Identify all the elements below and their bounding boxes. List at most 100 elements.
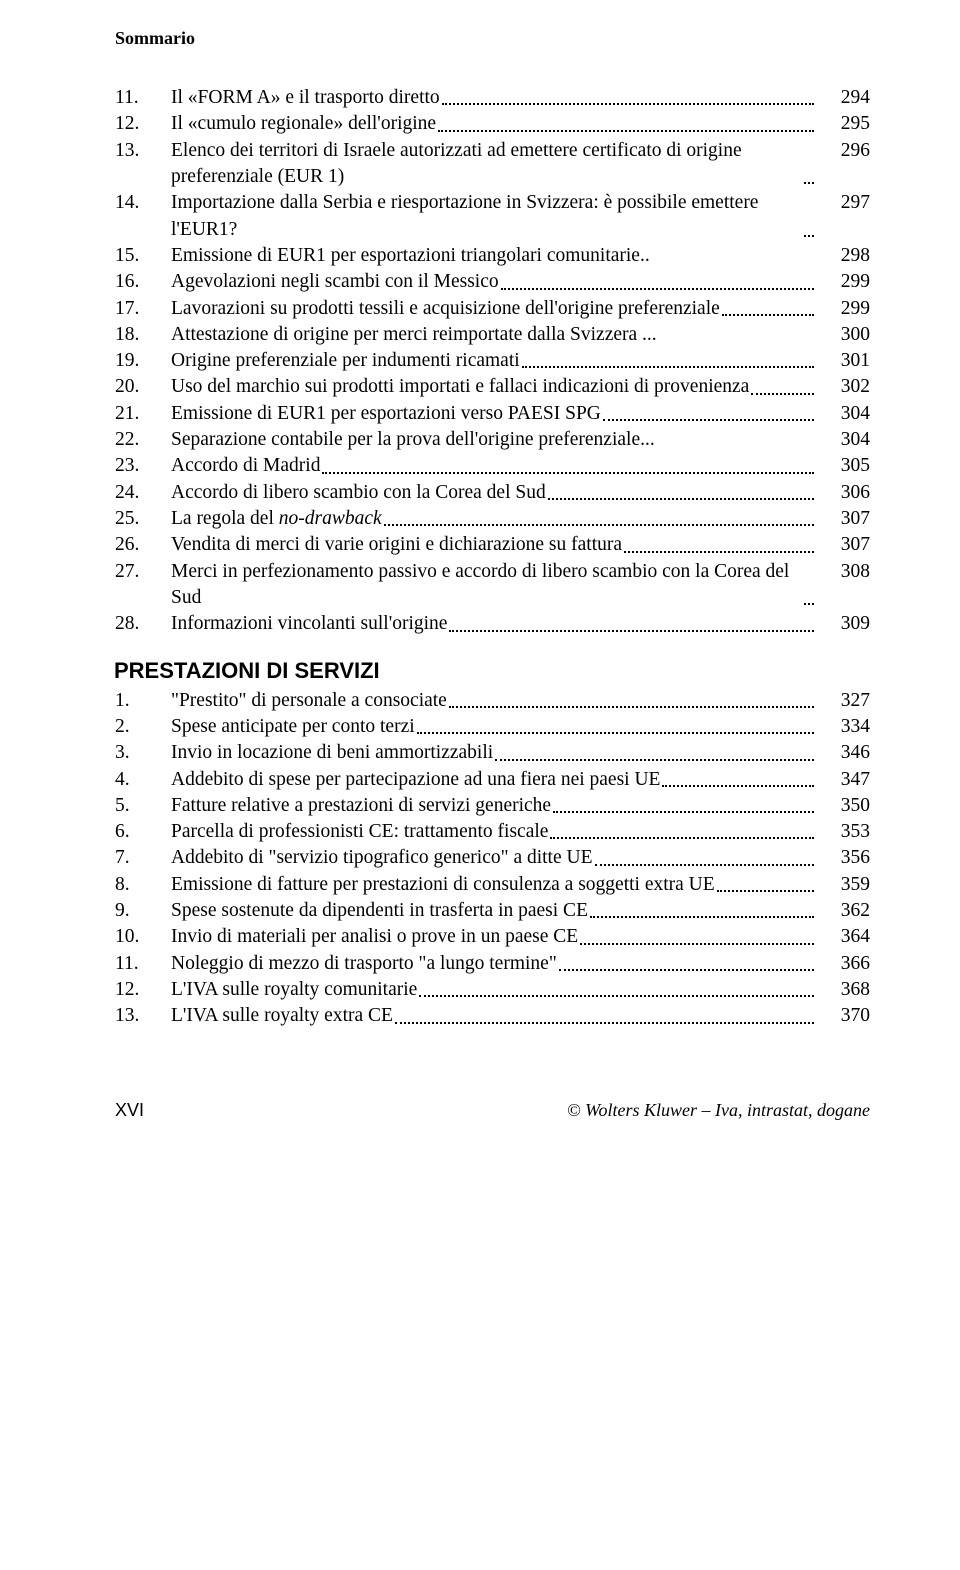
toc-row: 25.La regola del no-drawback307 [115, 506, 870, 532]
toc-item-number: 3. [115, 740, 171, 766]
toc-item-number: 10. [115, 924, 171, 950]
toc-item-text: La regola del no-drawback [171, 506, 382, 532]
toc-item-text: Accordo di libero scambio con la Corea d… [171, 480, 546, 506]
toc-leader [804, 235, 814, 237]
toc-item-page: 296 [818, 138, 870, 191]
toc-leader [548, 498, 814, 500]
page-footer: XVI © Wolters Kluwer – Iva, intrastat, d… [115, 1100, 870, 1121]
toc-leader [722, 314, 814, 316]
toc-leader [804, 182, 814, 184]
toc-item-body: Emissione di EUR1 per esportazioni verso… [171, 401, 818, 427]
toc-item-number: 27. [115, 559, 171, 612]
toc-item-number: 14. [115, 190, 171, 243]
toc-item-number: 28. [115, 611, 171, 637]
toc-item-text: Emissione di EUR1 per esportazioni trian… [171, 243, 650, 269]
toc-item-page: 295 [818, 111, 870, 137]
toc-row: 26.Vendita di merci di varie origini e d… [115, 532, 870, 558]
toc-item-page: 356 [818, 845, 870, 871]
toc-item-number: 22. [115, 427, 171, 453]
toc-row: 2.Spese anticipate per conto terzi334 [115, 714, 870, 740]
toc-item-text: Spese anticipate per conto terzi [171, 714, 415, 740]
toc-leader [384, 524, 814, 526]
toc-item-body: Informazioni vincolanti sull'origine [171, 611, 818, 637]
toc-item-number: 5. [115, 793, 171, 819]
toc-item-body: Fatture relative a prestazioni di serviz… [171, 793, 818, 819]
toc-leader [662, 785, 814, 787]
section-title-prestazioni: PRESTAZIONI DI SERVIZI [114, 658, 870, 684]
toc-item-page: 370 [818, 1003, 870, 1029]
toc-item-body: Attestazione di origine per merci reimpo… [171, 322, 818, 348]
toc-item-text: Origine preferenziale per indumenti rica… [171, 348, 520, 374]
toc-row: 13.L'IVA sulle royalty extra CE370 [115, 1003, 870, 1029]
toc-leader [438, 130, 814, 132]
toc-item-body: Il «FORM A» e il trasporto diretto [171, 85, 818, 111]
toc-item-italic: no-drawback [279, 508, 382, 529]
toc-item-body: Uso del marchio sui prodotti importati e… [171, 374, 818, 400]
toc-leader [501, 288, 814, 290]
toc-leader [603, 419, 814, 421]
toc-item-number: 19. [115, 348, 171, 374]
toc-item-number: 12. [115, 111, 171, 137]
toc-item-number: 21. [115, 401, 171, 427]
toc-item-page: 334 [818, 714, 870, 740]
toc-item-page: 307 [818, 532, 870, 558]
toc-item-page: 297 [818, 190, 870, 243]
toc-row: 5.Fatture relative a prestazioni di serv… [115, 793, 870, 819]
toc-item-body: Addebito di spese per partecipazione ad … [171, 767, 818, 793]
toc-item-body: Merci in perfezionamento passivo e accor… [171, 559, 818, 612]
toc-item-text: Merci in perfezionamento passivo e accor… [171, 559, 802, 612]
toc-item-page: 309 [818, 611, 870, 637]
toc-item-page: 308 [818, 559, 870, 612]
toc-item-body: Invio in locazione di beni ammortizzabil… [171, 740, 818, 766]
toc-row: 28.Informazioni vincolanti sull'origine3… [115, 611, 870, 637]
toc-row: 10.Invio di materiali per analisi o prov… [115, 924, 870, 950]
toc-leader [751, 393, 814, 395]
page: Sommario 11. Il «FORM A» e il trasporto d… [0, 0, 960, 1171]
toc-item-page: 353 [818, 819, 870, 845]
toc-row: 14.Importazione dalla Serbia e riesporta… [115, 190, 870, 243]
toc-row: 9.Spese sostenute da dipendenti in trasf… [115, 898, 870, 924]
toc-item-page: 368 [818, 977, 870, 1003]
toc-item-body: Invio di materiali per analisi o prove i… [171, 924, 818, 950]
toc-item-text: Uso del marchio sui prodotti importati e… [171, 374, 749, 400]
toc-leader [550, 837, 814, 839]
toc-item-text: Emissione di fatture per prestazioni di … [171, 872, 715, 898]
toc-row: 24.Accordo di libero scambio con la Core… [115, 480, 870, 506]
toc-item-text: Lavorazioni su prodotti tessili e acquis… [171, 296, 720, 322]
toc-leader [419, 995, 814, 997]
toc-item-text: Agevolazioni negli scambi con il Messico [171, 269, 499, 295]
toc-item-number: 9. [115, 898, 171, 924]
toc-leader [442, 103, 814, 105]
toc-item-number: 26. [115, 532, 171, 558]
toc-item-page: 364 [818, 924, 870, 950]
toc-item-number: 11. [115, 951, 171, 977]
footer-copyright: © Wolters Kluwer – Iva, intrastat, dogan… [567, 1100, 870, 1121]
toc-item-text: Emissione di EUR1 per esportazioni verso… [171, 401, 601, 427]
toc-item-page: 347 [818, 767, 870, 793]
toc-leader [580, 943, 814, 945]
toc-item-page: 306 [818, 480, 870, 506]
toc-leader [522, 366, 814, 368]
toc-item-page: 294 [818, 85, 870, 111]
toc-item-text: Addebito di "servizio tipografico generi… [171, 845, 593, 871]
toc-item-text: Vendita di merci di varie origini e dich… [171, 532, 622, 558]
toc-item-page: 299 [818, 269, 870, 295]
toc-item-number: 18. [115, 322, 171, 348]
page-header: Sommario [115, 28, 870, 49]
toc-row: 12.L'IVA sulle royalty comunitarie368 [115, 977, 870, 1003]
toc-item-page: 299 [818, 296, 870, 322]
toc-row: 4.Addebito di spese per partecipazione a… [115, 767, 870, 793]
toc-row: 21.Emissione di EUR1 per esportazioni ve… [115, 401, 870, 427]
toc-item-page: 300 [818, 322, 870, 348]
toc-item-body: La regola del no-drawback [171, 506, 818, 532]
toc-item-text: Separazione contabile per la prova dell'… [171, 427, 655, 453]
toc-item-page: 366 [818, 951, 870, 977]
toc-item-body: L'IVA sulle royalty extra CE [171, 1003, 818, 1029]
toc-row: 11.Noleggio di mezzo di trasporto "a lun… [115, 951, 870, 977]
toc-item-text: Importazione dalla Serbia e riesportazio… [171, 190, 802, 243]
toc-item-text: L'IVA sulle royalty comunitarie [171, 977, 417, 1003]
toc-item-text: Elenco dei territori di Israele autorizz… [171, 138, 802, 191]
toc-item-body: Origine preferenziale per indumenti rica… [171, 348, 818, 374]
toc-item-page: 362 [818, 898, 870, 924]
toc-leader [590, 916, 814, 918]
